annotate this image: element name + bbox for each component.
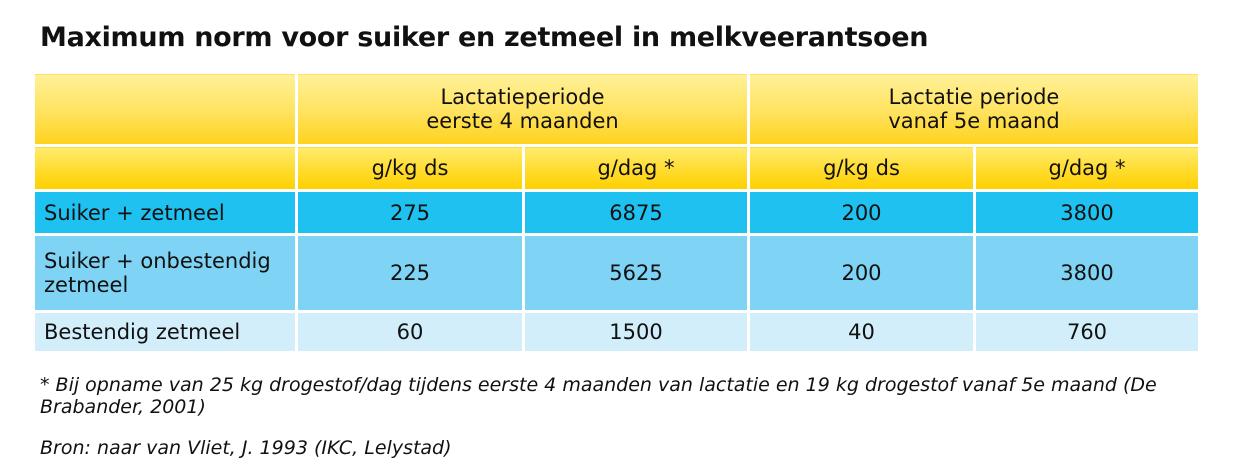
group-header-line2: eerste 4 maanden [426, 109, 619, 133]
unit-header-row: g/kg ds g/dag * g/kg ds g/dag * [32, 144, 1201, 192]
value-cell: 6875 [522, 189, 750, 236]
unit-header-cell: g/dag * [973, 144, 1201, 192]
footnote: * Bij opname van 25 kg drogestof/dag tij… [40, 374, 1157, 418]
empty-unit-cell [32, 144, 298, 192]
value-cell: 200 [747, 233, 976, 313]
value-cell: 3800 [973, 189, 1201, 236]
value-cell: 60 [295, 310, 525, 354]
table-row: Suiker + onbestendig zetmeel 225 5625 20… [32, 233, 1201, 313]
page-title: Maximum norm voor suiker en zetmeel in m… [40, 22, 929, 53]
value-cell: 40 [747, 310, 976, 354]
group-header-line1: Lactatieperiode [440, 85, 605, 109]
row-label-line1: Suiker + onbestendig [44, 249, 271, 273]
value-cell: 760 [973, 310, 1201, 354]
row-label: Bestendig zetmeel [32, 310, 298, 354]
group-header-line1: Lactatie periode [888, 85, 1060, 109]
value-cell: 1500 [522, 310, 750, 354]
empty-corner-cell [32, 71, 298, 147]
unit-header-cell: g/kg ds [747, 144, 976, 192]
unit-header-cell: g/dag * [522, 144, 750, 192]
value-cell: 5625 [522, 233, 750, 313]
value-cell: 3800 [973, 233, 1201, 313]
table-row: Bestendig zetmeel 60 1500 40 760 [32, 310, 1201, 354]
unit-header-cell: g/kg ds [295, 144, 525, 192]
group-header-lactation-first-4-months: Lactatieperiode eerste 4 maanden [295, 71, 750, 147]
norm-table: Lactatieperiode eerste 4 maanden Lactati… [32, 71, 1201, 354]
row-label: Suiker + onbestendig zetmeel [32, 233, 298, 313]
group-header-line2: vanaf 5e maand [888, 109, 1060, 133]
value-cell: 275 [295, 189, 525, 236]
group-header-row: Lactatieperiode eerste 4 maanden Lactati… [32, 71, 1201, 147]
row-label-line2: zetmeel [44, 273, 129, 297]
source-note: Bron: naar van Vliet, J. 1993 (IKC, Lely… [40, 437, 452, 459]
value-cell: 200 [747, 189, 976, 236]
group-header-lactation-from-5th-month: Lactatie periode vanaf 5e maand [747, 71, 1201, 147]
row-label: Suiker + zetmeel [32, 189, 298, 236]
table-row: Suiker + zetmeel 275 6875 200 3800 [32, 189, 1201, 236]
value-cell: 225 [295, 233, 525, 313]
